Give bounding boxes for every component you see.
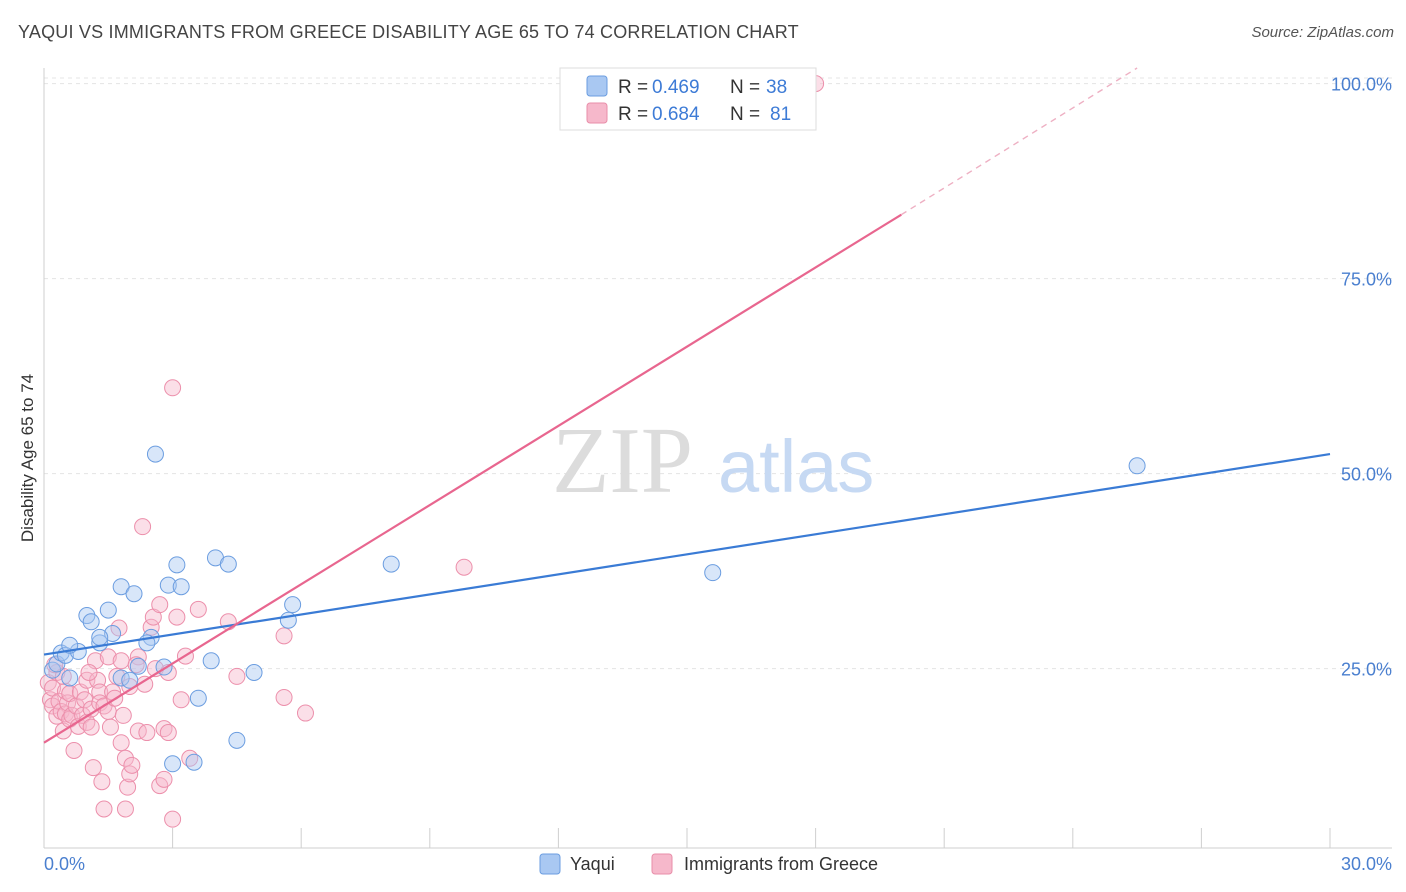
greece-point bbox=[129, 722, 147, 740]
greece-point bbox=[84, 759, 102, 777]
y-tick-label-50: 50.0% bbox=[1341, 465, 1392, 485]
yaqui-point bbox=[82, 613, 100, 631]
yaqui-point bbox=[99, 601, 117, 619]
yaqui-point bbox=[168, 556, 186, 574]
yaqui-point bbox=[189, 689, 207, 707]
greece-point bbox=[123, 756, 141, 774]
stats-n-value-1: 38 bbox=[766, 77, 787, 98]
chart-title: YAQUI VS IMMIGRANTS FROM GREECE DISABILI… bbox=[18, 22, 799, 42]
trend-lines bbox=[43, 67, 1331, 744]
greece-point bbox=[275, 627, 293, 645]
axes bbox=[43, 68, 1392, 849]
yaqui-point bbox=[172, 578, 190, 596]
yaqui-point bbox=[146, 445, 164, 463]
yaqui-point bbox=[159, 576, 177, 594]
yaqui-point bbox=[219, 555, 237, 573]
y-axis-title: Disability Age 65 to 74 bbox=[18, 374, 37, 542]
greece-point bbox=[93, 773, 111, 791]
yaqui-point bbox=[112, 578, 130, 596]
stats-legend: R = 0.469 N = 38 R = 0.684 N = 81 bbox=[559, 67, 817, 131]
bottom-legend: Yaqui Immigrants from Greece bbox=[539, 853, 878, 875]
yaqui-point bbox=[245, 664, 263, 681]
x-ticks bbox=[43, 828, 1331, 848]
yaqui-point bbox=[61, 669, 79, 687]
greece-point bbox=[155, 770, 173, 788]
watermark-zip: ZIP bbox=[552, 409, 693, 513]
greece-trend-line bbox=[43, 213, 902, 744]
source-note: Source: ZipAtlas.com bbox=[1251, 24, 1394, 41]
yaqui-point bbox=[382, 555, 400, 573]
bottom-legend-swatch-greece bbox=[651, 853, 673, 875]
greece-point bbox=[95, 800, 113, 818]
stats-legend-swatch-yaqui bbox=[586, 75, 608, 97]
yaqui-point bbox=[1128, 457, 1146, 475]
x-tick-label-max: 30.0% bbox=[1341, 854, 1392, 874]
greece-point bbox=[455, 558, 473, 576]
stats-n-value-2: 81 bbox=[770, 104, 791, 125]
greece-point bbox=[112, 734, 130, 752]
bottom-legend-swatch-yaqui bbox=[539, 853, 561, 875]
greece-point bbox=[228, 667, 246, 685]
yaqui-point bbox=[202, 652, 220, 670]
gridlines bbox=[44, 77, 1392, 670]
y-tick-label-25: 25.0% bbox=[1341, 660, 1392, 680]
greece-point bbox=[159, 724, 177, 742]
yaqui-point bbox=[129, 657, 147, 675]
yaqui-points bbox=[44, 445, 1146, 773]
greece-point bbox=[296, 704, 314, 722]
stats-n-label-2: N = bbox=[730, 104, 760, 125]
greece-point bbox=[101, 718, 119, 736]
greece-point bbox=[172, 691, 190, 709]
yaqui-point bbox=[185, 753, 203, 771]
greece-point bbox=[138, 724, 156, 742]
yaqui-point bbox=[125, 585, 143, 603]
bottom-legend-label-yaqui: Yaqui bbox=[570, 854, 615, 874]
greece-point bbox=[119, 778, 137, 796]
yaqui-point bbox=[91, 628, 109, 646]
y-tick-label-75: 75.0% bbox=[1341, 270, 1392, 290]
greece-point bbox=[164, 379, 182, 397]
yaqui-trend-line bbox=[43, 453, 1331, 656]
greece-point bbox=[112, 652, 130, 670]
greece-point bbox=[65, 742, 83, 759]
greece-point bbox=[151, 596, 169, 614]
watermark-atlas: atlas bbox=[718, 425, 874, 508]
greece-point bbox=[80, 664, 98, 681]
greece-point bbox=[164, 810, 182, 828]
greece-trend-line-extension bbox=[900, 67, 1138, 216]
greece-point bbox=[142, 618, 160, 636]
yaqui-point bbox=[164, 755, 182, 773]
yaqui-point bbox=[121, 671, 139, 689]
yaqui-point bbox=[704, 564, 722, 582]
greece-point bbox=[134, 518, 152, 536]
bottom-legend-label-greece: Immigrants from Greece bbox=[684, 854, 878, 874]
stats-r-value-1: 0.469 bbox=[652, 77, 700, 98]
x-tick-label-min: 0.0% bbox=[44, 854, 85, 874]
watermark: ZIP atlas bbox=[552, 409, 874, 513]
greece-point bbox=[116, 800, 134, 818]
greece-point bbox=[99, 648, 117, 666]
yaqui-point bbox=[104, 625, 122, 642]
greece-point bbox=[121, 678, 139, 696]
greece-point bbox=[114, 706, 132, 724]
greece-point bbox=[168, 608, 186, 626]
y-tick-label-100: 100.0% bbox=[1331, 75, 1392, 95]
stats-legend-swatch-greece bbox=[586, 102, 608, 124]
greece-point bbox=[189, 600, 207, 618]
yaqui-point bbox=[228, 731, 246, 749]
stats-r-label-2: R = bbox=[618, 104, 648, 125]
yaqui-point bbox=[48, 655, 66, 673]
stats-n-label-1: N = bbox=[730, 77, 760, 98]
y-tick-labels: 25.0% 50.0% 75.0% 100.0% bbox=[1331, 75, 1392, 680]
stats-r-value-2: 0.684 bbox=[652, 104, 700, 125]
yaqui-point bbox=[284, 596, 302, 614]
stats-r-label-1: R = bbox=[618, 77, 648, 98]
greece-point bbox=[275, 688, 293, 706]
greece-point bbox=[82, 718, 100, 736]
greece-point bbox=[116, 749, 134, 767]
